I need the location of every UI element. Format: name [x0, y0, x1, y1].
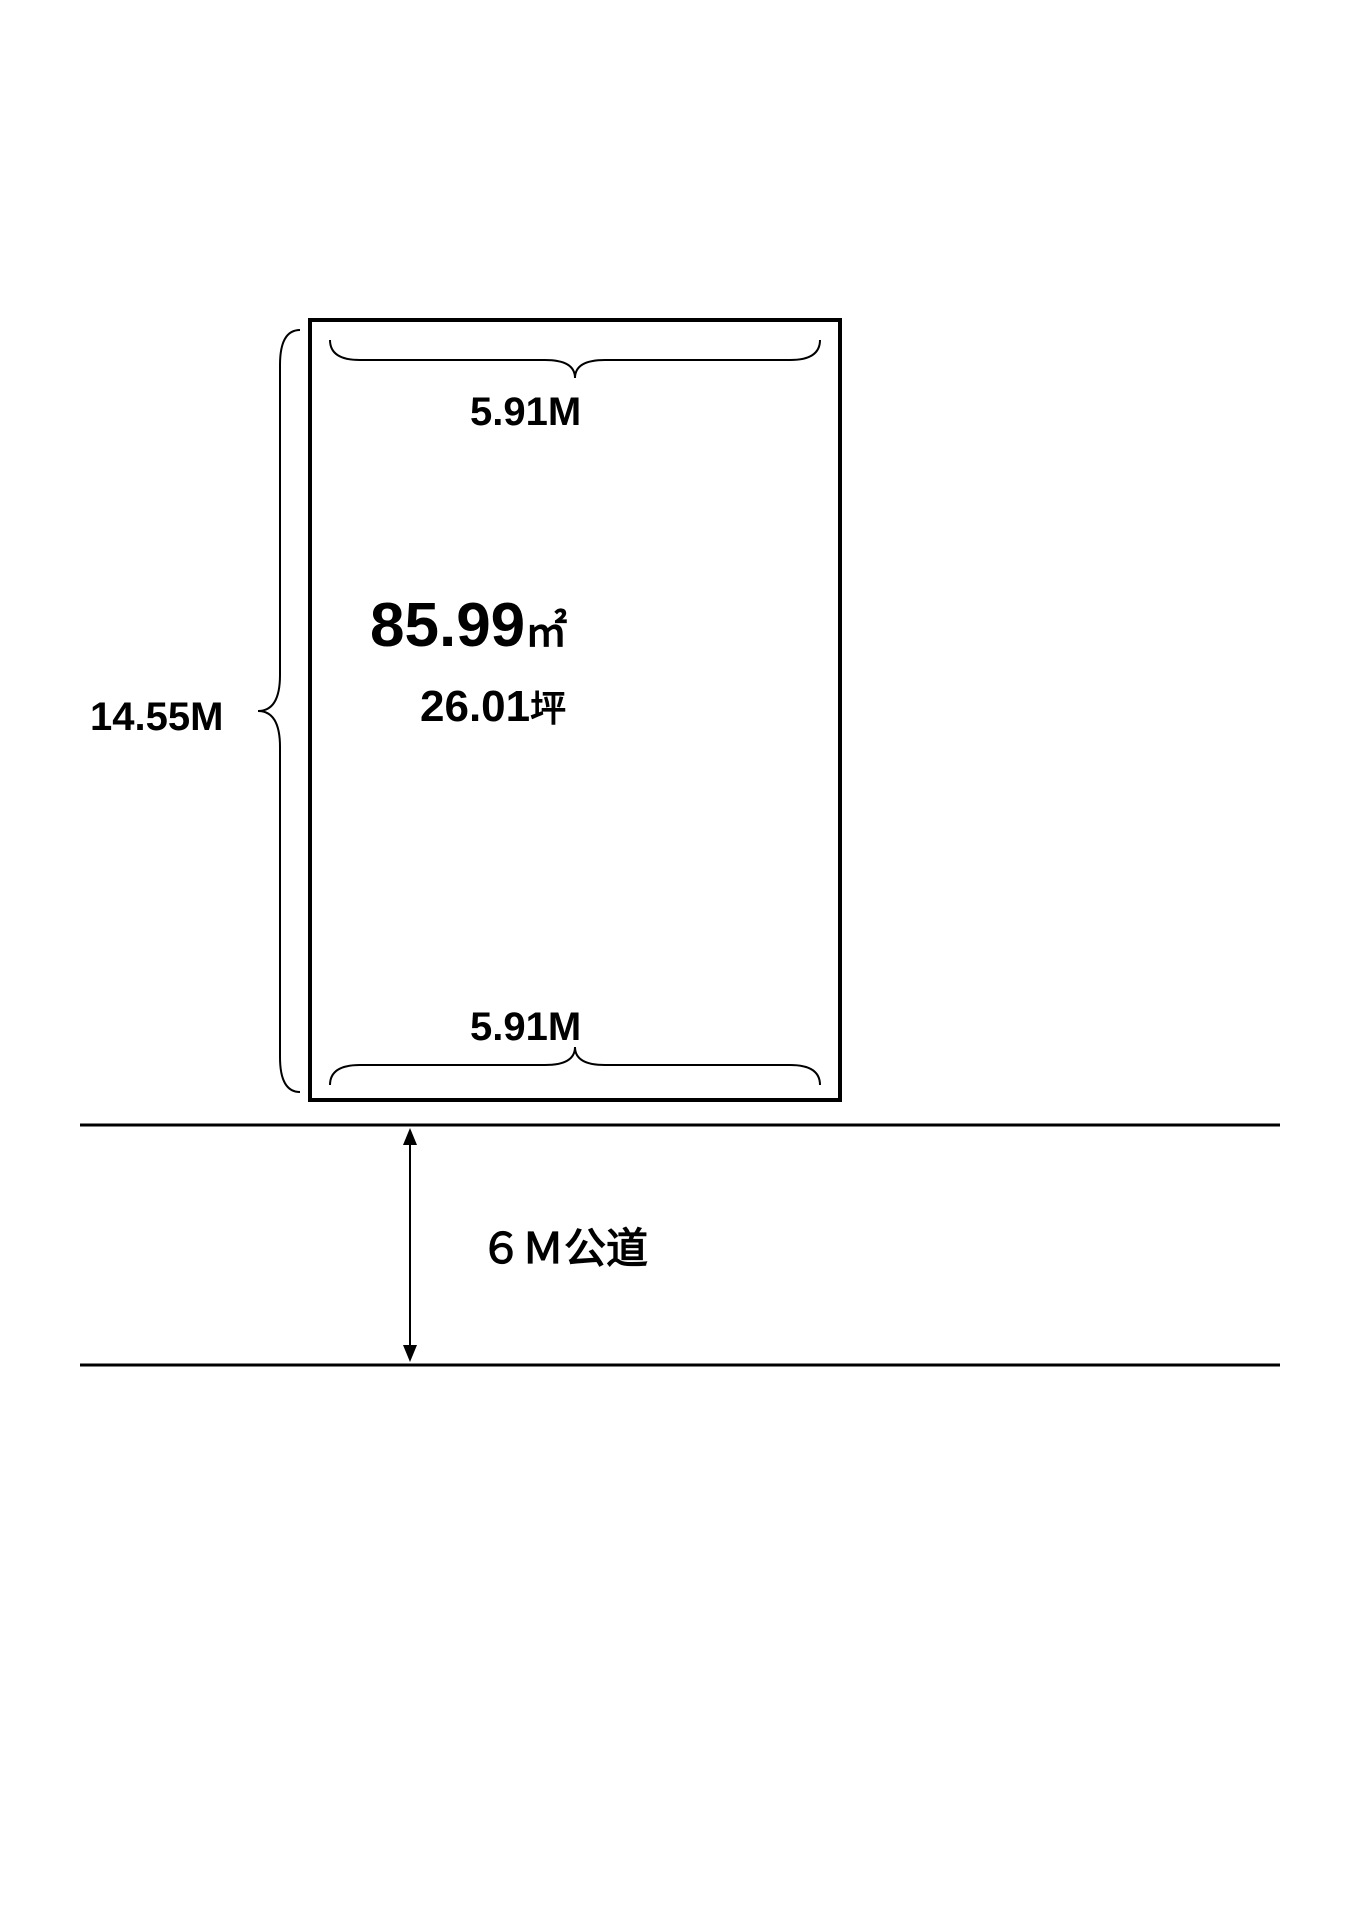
area-secondary-unit: 坪 [530, 688, 566, 729]
area-primary-value: 85.99 [370, 591, 525, 660]
top-dimension-label: 5.91M [470, 390, 581, 435]
area-primary-label: 85.99㎡ [370, 590, 567, 661]
top-dimension-value: 5.91M [470, 390, 581, 434]
area-secondary-label: 26.01坪 [420, 680, 566, 732]
diagram-svg [0, 0, 1357, 1920]
road-label: ６Ｍ公道 [480, 1215, 648, 1276]
lot-rect [310, 320, 840, 1100]
lot-diagram: 5.91M 5.91M 14.55M 85.99㎡ 26.01坪 ６Ｍ公道 [0, 0, 1357, 1920]
bottom-dimension-label: 5.91M [470, 1005, 581, 1050]
left-dimension-value: 14.55M [90, 695, 223, 739]
area-primary-unit: ㎡ [525, 608, 567, 655]
left-brace [258, 330, 300, 1092]
area-secondary-value: 26.01 [420, 682, 530, 731]
left-dimension-label: 14.55M [90, 695, 223, 740]
road-label-text: ６Ｍ公道 [480, 1225, 648, 1272]
road-width-arrow [403, 1128, 417, 1362]
bottom-dimension-value: 5.91M [470, 1005, 581, 1049]
